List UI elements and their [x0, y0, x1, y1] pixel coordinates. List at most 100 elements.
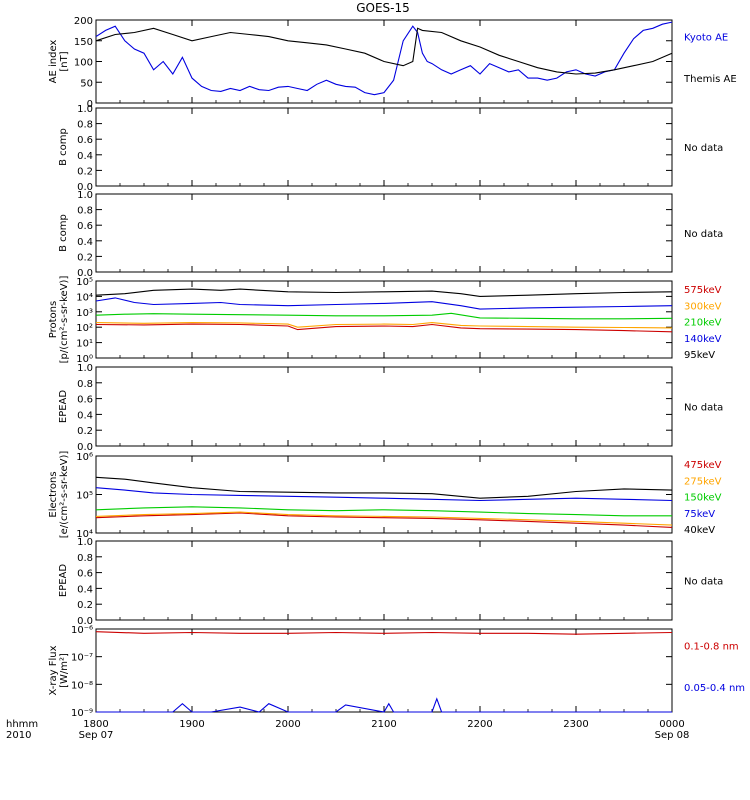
series-line-75kev: [95, 487, 673, 502]
series-line-300kev: [95, 322, 673, 329]
y-axis-label: Electrons: [48, 471, 59, 517]
legend-entry: 0.1-0.8 nm: [684, 642, 739, 653]
y-tick-label: 1.0: [77, 104, 93, 115]
panel-epead1: 0.0 0.2 0.4 0.6 0.8 1.0 EPEAD No data: [58, 363, 723, 453]
x-tick-date-label: Sep 07: [79, 730, 114, 741]
no-data-label: No data: [684, 229, 723, 240]
y-tick-label: 10¹: [76, 339, 93, 350]
y-axis-label: [nT]: [59, 51, 70, 71]
time-axis-hhmm-label: hhmm: [6, 719, 38, 730]
panel-frame: [95, 107, 673, 187]
x-tick-label: 2200: [467, 719, 492, 730]
panels: 0 50 100 150 200 AE index [nT] Kyoto AE Themis A…: [48, 16, 745, 719]
y-tick-label: 10⁻⁶: [71, 625, 93, 636]
y-tick-label: 1.0: [77, 190, 93, 201]
y-tick-label: 1.0: [77, 537, 93, 548]
legend-entry: 0.05-0.4 nm: [684, 683, 745, 694]
x-tick-label: 2300: [563, 719, 588, 730]
series-line-40kev: [95, 476, 673, 499]
panel-frame: [95, 280, 673, 359]
legend-entry: 95keV: [684, 350, 715, 361]
y-tick-label: 0.2: [77, 600, 93, 611]
y-tick-label: 10⁻⁸: [71, 680, 93, 691]
time-axis-year-label: 2010: [6, 730, 31, 741]
legend-entry: 40keV: [684, 525, 715, 536]
y-axis-label: [W/m²]: [59, 653, 70, 688]
panel-frame: [95, 628, 673, 713]
y-tick-label: 0.2: [77, 426, 93, 437]
y-tick-label: 50: [80, 78, 93, 89]
y-tick-label: 0.4: [77, 410, 93, 421]
y-axis-label: B comp: [58, 128, 69, 166]
legend-entry: Kyoto AE: [684, 33, 728, 44]
y-tick-label: 0.8: [77, 120, 93, 131]
y-tick-label: 10⁻⁹: [71, 708, 93, 719]
no-data-label: No data: [684, 143, 723, 154]
panel-bcomp2: 0.0 0.2 0.4 0.6 0.8 1.0 B comp No data: [58, 190, 723, 279]
y-tick-label: 10⁴: [76, 292, 93, 303]
y-axis-label: X-ray Flux: [48, 645, 59, 695]
y-tick-label: 0.8: [77, 379, 93, 390]
x-tick-label: 0000: [659, 719, 684, 730]
y-tick-label: 0.0: [77, 268, 93, 279]
x-tick-label: 1800: [83, 719, 108, 730]
y-tick-label: 100: [74, 58, 93, 69]
y-tick-label: 10²: [76, 323, 93, 334]
panel-bcomp1: 0.0 0.2 0.4 0.6 0.8 1.0 B comp No data: [58, 104, 723, 193]
y-tick-label: 0.8: [77, 206, 93, 217]
y-tick-label: 10⁻⁷: [71, 653, 93, 664]
series-line-575kev: [95, 323, 673, 333]
panel-ae: 0 50 100 150 200 AE index [nT] Kyoto AE Themis A…: [48, 16, 737, 110]
legend-entry: 140keV: [684, 334, 722, 345]
y-axis-label: AE index: [48, 40, 59, 84]
y-tick-label: 0.2: [77, 252, 93, 263]
x-tick-label: 2100: [371, 719, 396, 730]
no-data-label: No data: [684, 577, 723, 588]
legend-entry: Themis AE: [683, 74, 737, 85]
legend-entry: 300keV: [684, 301, 722, 312]
panel-electrons: 10⁴ 10⁵ 10⁶ Electrons [e/(cm²-s-sr-keV)] 475k…: [48, 451, 722, 540]
x-tick-label: 2000: [275, 719, 300, 730]
y-tick-label: 0.6: [77, 395, 93, 406]
legend-entry: 210keV: [684, 318, 722, 329]
y-tick-label: 0.6: [77, 569, 93, 580]
x-tick-label: 1900: [179, 719, 204, 730]
y-axis-label: EPEAD: [58, 390, 69, 424]
panel-xray: 10⁻⁹ 10⁻⁸ 10⁻⁷ 10⁻⁶ X-ray Flux [W/m²] 0.1-0.8 …: [48, 625, 745, 719]
series-line-kyoto-ae: [95, 21, 673, 96]
y-tick-label: 10⁶: [76, 452, 93, 463]
legend-entry: 150keV: [684, 493, 722, 504]
y-tick-label: 10⁵: [76, 277, 93, 288]
y-tick-label: 0.4: [77, 151, 93, 162]
y-tick-label: 0.8: [77, 553, 93, 564]
y-tick-label: 0: [87, 99, 93, 110]
legend-entry: 275keV: [684, 476, 722, 487]
legend-entry: 75keV: [684, 509, 715, 520]
y-tick-label: 200: [74, 16, 93, 27]
panel-frame: [95, 366, 673, 447]
series-line-140kev: [95, 297, 673, 310]
chart-title: GOES-15: [356, 1, 410, 15]
y-tick-label: 1.0: [77, 363, 93, 374]
y-tick-label: 10⁰: [76, 354, 93, 365]
panel-frame: [95, 540, 673, 621]
x-tick-date-label: Sep 08: [655, 730, 690, 741]
no-data-label: No data: [684, 403, 723, 414]
series-line-0-05-0-4-nm: [96, 697, 672, 713]
y-tick-label: 0.6: [77, 135, 93, 146]
series-line-0-1-0-8-nm: [95, 631, 673, 635]
y-tick-label: 0.2: [77, 166, 93, 177]
series-line-210kev: [95, 312, 673, 320]
panel-frame: [95, 193, 673, 273]
panel-epead2: 0.0 0.2 0.4 0.6 0.8 1.0 EPEAD No data: [58, 537, 723, 627]
y-tick-label: 10⁴: [76, 529, 93, 540]
panel-protons: 10⁰ 10¹ 10² 10³ 10⁴ 10⁵ Protons [p/(cm²-s-sr-ke…: [48, 276, 722, 365]
series-line-themis-ae: [95, 27, 673, 75]
legend-entry: 575keV: [684, 285, 722, 296]
y-tick-label: 0.6: [77, 221, 93, 232]
series-line-95kev: [95, 288, 673, 297]
y-tick-label: 10³: [76, 308, 93, 319]
y-axis-label: [e/(cm²-s-sr-keV)]: [59, 451, 70, 539]
